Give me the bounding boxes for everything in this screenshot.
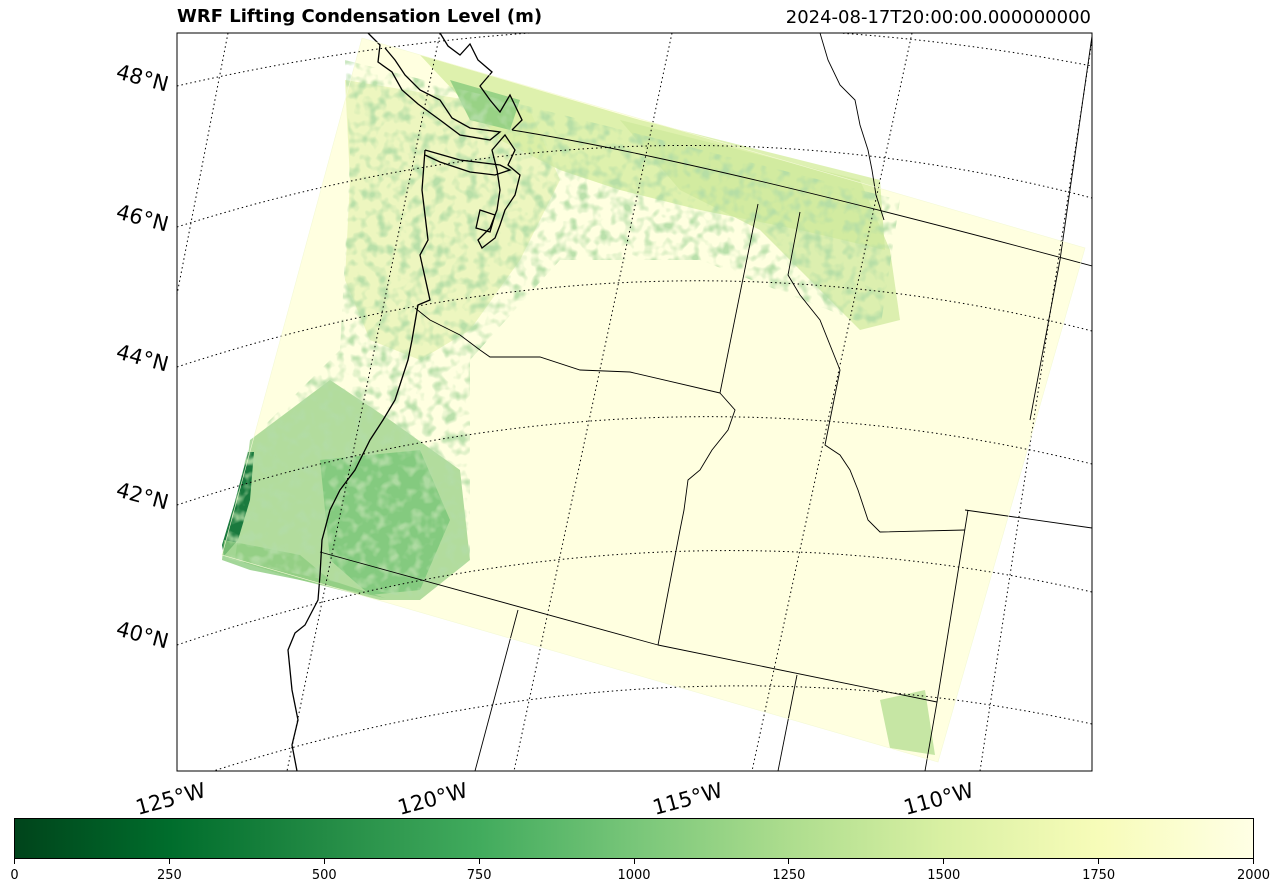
figure-timestamp: 2024-08-17T20:00:00.000000000 [785, 7, 1091, 28]
pacific-coast [287, 149, 431, 771]
lat-label-44: 44°N [114, 340, 171, 377]
border-id-mt [787, 211, 966, 533]
colorbar-tick [943, 859, 945, 864]
strait-juan-de-fuca [424, 149, 512, 176]
domain-outline [221, 37, 1086, 763]
lon-label-125: 125°W [133, 778, 208, 820]
parallel-48n [177, 33, 1092, 87]
colorbar-gradient [15, 819, 1253, 858]
colorbar-tick-label: 750 [466, 868, 492, 883]
border-id-nv-ut [657, 644, 938, 703]
field-texture [222, 60, 900, 600]
border-or-id [657, 392, 736, 646]
lcl-field-patches [222, 55, 935, 755]
map-frame [176, 32, 1093, 772]
colorbar-tick [633, 859, 635, 864]
lat-label-42: 42°N [114, 478, 171, 515]
colorbar-tick [14, 859, 15, 864]
colorbar [14, 818, 1254, 859]
colorbar-tick-label: 1750 [1082, 868, 1116, 883]
colorbar-tick-label: 250 [156, 868, 182, 883]
border-wy-west [924, 509, 969, 771]
parallel-40n [177, 550, 1092, 646]
parallel-44n [177, 280, 1092, 368]
parallel-42n [177, 416, 1092, 506]
figure-title: WRF Lifting Condensation Level (m) [177, 6, 543, 27]
colorbar-tick [788, 859, 790, 864]
lon-label-120: 120°W [395, 778, 470, 820]
colorbar-tick [1098, 859, 1100, 864]
border-wa-id [719, 203, 759, 394]
patch-utah-southeast [880, 690, 935, 755]
lat-label-40: 40°N [114, 617, 171, 654]
lon-label-115: 115°W [650, 778, 725, 820]
colorbar-tick-label: 0 [10, 868, 19, 883]
colorbar-tick-label: 500 [311, 868, 337, 883]
lat-label-48: 48°N [114, 60, 171, 97]
parallel-46n [177, 144, 1092, 228]
puget-sound [477, 133, 521, 249]
border-co-ut [1029, 35, 1092, 421]
meridian-105w [979, 39, 1092, 771]
border-us-canada [511, 129, 1092, 267]
longitude-gridlines [177, 33, 1092, 771]
colorbar-tick-label: 1000 [617, 868, 651, 883]
colorbar-tick-label: 1500 [927, 868, 961, 883]
lat-label-46: 46°N [114, 200, 171, 237]
parallel-38n [211, 685, 1092, 771]
colorbar-tick [323, 859, 325, 864]
colorbar-tick-label: 2000 [1236, 868, 1271, 883]
coastline [287, 33, 523, 771]
lon-label-110: 110°W [901, 778, 976, 820]
colorbar-tick [168, 859, 170, 864]
meridian-125w [177, 33, 229, 297]
colorbar-tick [478, 859, 480, 864]
vancouver-island [367, 33, 502, 141]
latitude-labels: 48°N 46°N 44°N 42°N 40°N [114, 60, 171, 654]
border-ca-nv [474, 609, 519, 771]
latitude-gridlines [177, 33, 1092, 771]
colorbar-tick-label: 1250 [772, 868, 806, 883]
border-wy [964, 509, 1092, 529]
longitude-labels: 125°W 120°W 115°W 110°W [133, 778, 976, 820]
border-wa-or [414, 307, 721, 394]
puget-inlet [475, 209, 496, 233]
border-or-ca [319, 551, 659, 646]
border-nv-ut [777, 674, 798, 771]
mainland-bc [439, 33, 523, 131]
colorbar-tick [1253, 859, 1254, 864]
